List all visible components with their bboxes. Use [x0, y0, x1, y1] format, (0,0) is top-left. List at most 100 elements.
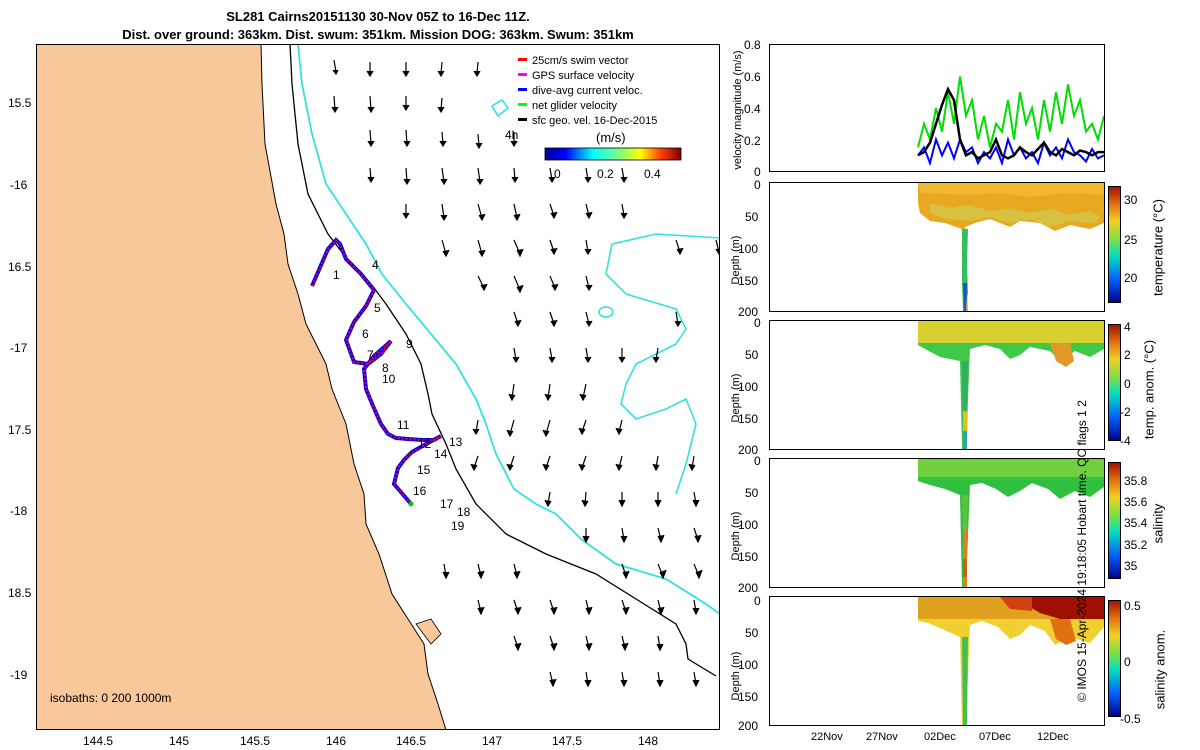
colorbar-tick: 0.4 — [644, 167, 661, 181]
svg-text:19: 19 — [451, 519, 465, 533]
legend-item: sfc geo. vel. 16-Dec-2015 — [518, 114, 657, 129]
salinity-section[interactable] — [770, 459, 1104, 587]
isobaths-label: isobaths: 0 200 1000m — [50, 691, 172, 705]
lon-tick: 146.5 — [396, 734, 427, 748]
lat-tick: 15.5 — [8, 96, 32, 110]
depth-tick: 100 — [738, 658, 759, 672]
salanom-cb-tick: 0.5 — [1124, 599, 1141, 613]
tanom-cb-tick: 2 — [1124, 348, 1131, 362]
lat-tick: 16.5 — [8, 260, 32, 274]
date-tick: 02Dec — [924, 731, 956, 743]
sal-cb-tick: 35.4 — [1124, 516, 1148, 530]
svg-text:16: 16 — [413, 484, 427, 498]
svg-text:1: 1 — [333, 268, 340, 282]
salinity-colorbar — [1108, 462, 1121, 579]
svg-text:9: 9 — [406, 337, 413, 351]
lat-tick: -19 — [10, 668, 28, 682]
tanom-cb-tick: 0 — [1124, 377, 1131, 391]
vel-ytick: 0.2 — [744, 134, 761, 148]
lon-tick: 148 — [638, 734, 659, 748]
depth-tick: 100 — [738, 242, 759, 256]
lon-tick: 147 — [482, 734, 503, 748]
salinity-cblabel: salinity — [1150, 503, 1166, 544]
tanom-cb-tick: -2 — [1120, 405, 1131, 419]
sal-cb-tick: 35.2 — [1124, 538, 1148, 552]
depth-tick: 50 — [745, 486, 759, 500]
depth-tick: 200 — [738, 305, 759, 319]
sfc-geo-velocity-arrows — [331, 59, 720, 688]
depth-tick: 0 — [754, 316, 761, 330]
sal-cb-tick: 35.6 — [1124, 495, 1148, 509]
map-panel[interactable]: 1 4 5 6 9 7 8 10 11 12 13 14 15 16 17 18… — [36, 44, 720, 730]
coastline-land — [36, 44, 447, 730]
tanom-cb-tick: 4 — [1124, 320, 1131, 334]
series-gps-surface-velocity — [917, 86, 1104, 160]
depth-tick: 100 — [738, 380, 759, 394]
legend-item: dive-avg current veloc. — [518, 84, 657, 99]
depth-tick: 200 — [738, 719, 759, 733]
svg-text:15: 15 — [417, 463, 431, 477]
svg-text:11: 11 — [397, 418, 410, 432]
svg-text:17: 17 — [440, 497, 454, 511]
lon-tick: 144.5 — [83, 734, 114, 748]
map-axes-frame — [36, 44, 720, 730]
sal-anom-cblabel: salinity anom. — [1152, 629, 1168, 710]
depth-tick: 0 — [754, 594, 761, 608]
sal-cb-tick: 35 — [1124, 559, 1138, 573]
legend-item: GPS surface velocity — [518, 69, 657, 84]
velocity-ylabel: velocity magnitude (m/s) — [732, 50, 744, 170]
svg-text:10: 10 — [382, 372, 396, 386]
vel-ytick: 0 — [754, 165, 761, 179]
temp-cb-tick: 30 — [1124, 193, 1138, 207]
depth-tick: 0 — [754, 178, 761, 192]
temp-cb-tick: 20 — [1124, 271, 1138, 285]
svg-text:13: 13 — [449, 435, 463, 449]
svg-text:12: 12 — [418, 437, 432, 451]
temperature-cblabel: temperature (°C) — [1150, 199, 1166, 296]
isobath-1000m — [297, 44, 720, 615]
lon-tick: 145.5 — [240, 734, 271, 748]
svg-text:7: 7 — [367, 348, 374, 362]
vel-ytick: 0.8 — [744, 38, 761, 52]
svg-text:18: 18 — [457, 505, 471, 519]
sal-anom-section[interactable] — [770, 597, 1104, 725]
tanom-cb-tick: -4 — [1120, 434, 1131, 448]
svg-text:6: 6 — [362, 327, 369, 341]
colorbar-tick: 0.2 — [597, 167, 614, 181]
depth-tick: 150 — [738, 690, 759, 704]
depth-tick: 150 — [738, 274, 759, 288]
velocity-chart[interactable] — [770, 45, 1104, 171]
legend-item: 25cm/s swim vector — [518, 54, 657, 69]
legend-item: net glider velocity — [518, 99, 657, 114]
temp-anom-section[interactable] — [770, 321, 1104, 449]
island — [415, 618, 442, 645]
map-legend: 25cm/s swim vector GPS surface velocity … — [518, 54, 657, 129]
depth-tick: 150 — [738, 550, 759, 564]
sal-anom-colorbar — [1108, 600, 1121, 717]
date-tick: 22Nov — [811, 731, 843, 743]
depth-tick: 200 — [738, 581, 759, 595]
map-title-line2: Dist. over ground: 363km. Dist. swum: 35… — [122, 27, 634, 42]
colorbar-tick: 0 — [554, 167, 561, 181]
depth-ylabel: Depth (m) — [730, 373, 742, 423]
depth-ylabel: Depth (m) — [730, 511, 742, 561]
temperature-section[interactable] — [770, 183, 1104, 311]
temp-cb-tick: 25 — [1124, 233, 1138, 247]
date-tick: 07Dec — [979, 731, 1011, 743]
vel-ytick: 0.6 — [744, 70, 761, 84]
temperature-colorbar — [1108, 186, 1121, 303]
credit-text: © IMOS 15-Apr-2024 19:18:05 Hobart time.… — [1075, 400, 1089, 702]
svg-text:5: 5 — [374, 301, 381, 315]
lat-tick: -16 — [10, 178, 28, 192]
salanom-cb-tick: 0 — [1124, 655, 1131, 669]
svg-text:14: 14 — [434, 447, 448, 461]
depth-tick: 150 — [738, 412, 759, 426]
salanom-cb-tick: -0.5 — [1120, 712, 1141, 726]
depth-tick: 100 — [738, 518, 759, 532]
date-tick: 27Nov — [866, 731, 898, 743]
lat-tick: 17.5 — [8, 423, 32, 437]
colorbar-label: (m/s) — [596, 130, 626, 145]
depth-tick: 50 — [745, 210, 759, 224]
depth-tick: 50 — [745, 348, 759, 362]
lat-tick: -17 — [10, 341, 28, 355]
